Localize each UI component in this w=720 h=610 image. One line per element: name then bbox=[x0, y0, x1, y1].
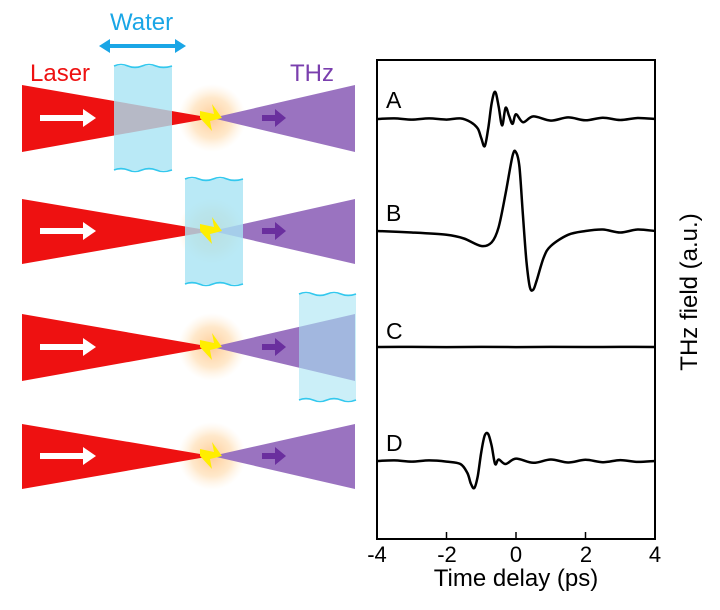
config-d bbox=[22, 422, 355, 490]
chart: A B C D -4 -2 0 2 4 Time delay (ps) THz … bbox=[367, 60, 703, 592]
x-tick-label: 2 bbox=[580, 542, 592, 567]
series-label-b: B bbox=[386, 200, 401, 226]
config-b bbox=[22, 178, 355, 286]
config-c bbox=[22, 293, 356, 402]
series-label-a: A bbox=[386, 87, 402, 113]
x-tick-label: -2 bbox=[437, 542, 457, 567]
thz-label: THz bbox=[290, 60, 334, 87]
y-axis-title: THz field (a.u.) bbox=[676, 213, 703, 370]
water-label: Water bbox=[110, 9, 173, 36]
schematic: Laser Water THz bbox=[22, 9, 356, 490]
x-tick-label: 4 bbox=[649, 542, 661, 567]
water-cell bbox=[299, 294, 356, 400]
series-label-d: D bbox=[386, 430, 403, 456]
series-label-c: C bbox=[386, 318, 403, 344]
water-cell bbox=[114, 66, 172, 170]
x-tick-label: -4 bbox=[367, 542, 387, 567]
x-tick-label: 0 bbox=[510, 542, 522, 567]
series-line-d bbox=[377, 433, 655, 488]
water-width-arrow bbox=[99, 39, 186, 53]
laser-label: Laser bbox=[30, 60, 90, 87]
series-line-b bbox=[377, 151, 655, 291]
plot-frame bbox=[377, 60, 655, 539]
x-axis-title: Time delay (ps) bbox=[434, 565, 598, 592]
series-line-a bbox=[377, 92, 655, 147]
